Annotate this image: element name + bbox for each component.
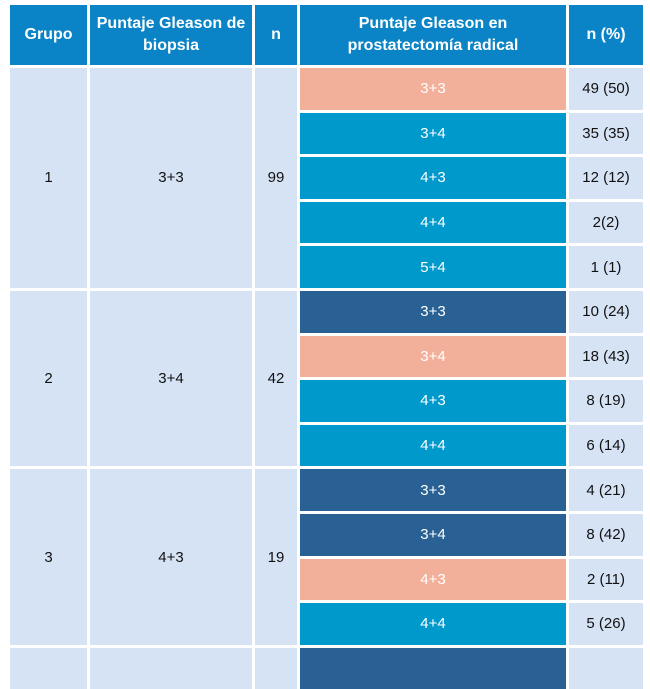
prostatectomy-gleason: 4+4 <box>300 424 566 467</box>
header-n-percent: n (%) <box>569 5 643 65</box>
n-percent: 2 (11) <box>569 558 643 601</box>
header-grupo: Grupo <box>10 5 87 65</box>
prostatectomy-gleason: 4+3 <box>300 157 566 199</box>
prostatectomy-gleason: 3+3 <box>300 290 566 333</box>
n-percent: 35 (35) <box>569 112 643 155</box>
next-row-cell <box>10 647 87 689</box>
next-row-cell <box>255 647 297 689</box>
prostatectomy-gleason: 3+3 <box>300 68 566 110</box>
next-row-cell <box>300 647 566 689</box>
prostatectomy-gleason: 4+3 <box>300 558 566 601</box>
group-n: 19 <box>255 469 297 645</box>
header-prostatectomy-gleason: Puntaje Gleason en prostatectomía radica… <box>300 5 566 65</box>
n-percent: 4 (21) <box>569 469 643 511</box>
prostatectomy-gleason: 3+4 <box>300 335 566 378</box>
biopsy-gleason: 4+3 <box>90 469 252 645</box>
group-number: 3 <box>10 469 87 645</box>
n-percent: 10 (24) <box>569 290 643 333</box>
n-percent: 8 (19) <box>569 380 643 422</box>
next-row-cell <box>90 647 252 689</box>
n-percent: 12 (12) <box>569 157 643 199</box>
group-number: 1 <box>10 68 87 288</box>
n-percent: 8 (42) <box>569 513 643 556</box>
prostatectomy-gleason: 4+3 <box>300 380 566 422</box>
prostatectomy-gleason: 4+4 <box>300 201 566 244</box>
n-percent: 49 (50) <box>569 68 643 110</box>
biopsy-gleason: 3+3 <box>90 68 252 288</box>
group-number: 2 <box>10 290 87 467</box>
prostatectomy-gleason: 3+4 <box>300 112 566 155</box>
group-n: 42 <box>255 290 297 467</box>
group-n: 99 <box>255 68 297 288</box>
header-biopsy-gleason: Puntaje Gleason de biopsia <box>90 5 252 65</box>
n-percent: 5 (26) <box>569 603 643 645</box>
prostatectomy-gleason: 3+4 <box>300 513 566 556</box>
n-percent: 18 (43) <box>569 335 643 378</box>
header-n: n <box>255 5 297 65</box>
next-row-cell <box>569 647 643 689</box>
n-percent: 2(2) <box>569 201 643 244</box>
prostatectomy-gleason: 3+3 <box>300 469 566 511</box>
n-percent: 6 (14) <box>569 424 643 467</box>
biopsy-gleason: 3+4 <box>90 290 252 467</box>
prostatectomy-gleason: 4+4 <box>300 603 566 645</box>
n-percent: 1 (1) <box>569 246 643 288</box>
prostatectomy-gleason: 5+4 <box>300 246 566 288</box>
gleason-table: Grupo Puntaje Gleason de biopsia n Puntaje … <box>10 5 643 689</box>
